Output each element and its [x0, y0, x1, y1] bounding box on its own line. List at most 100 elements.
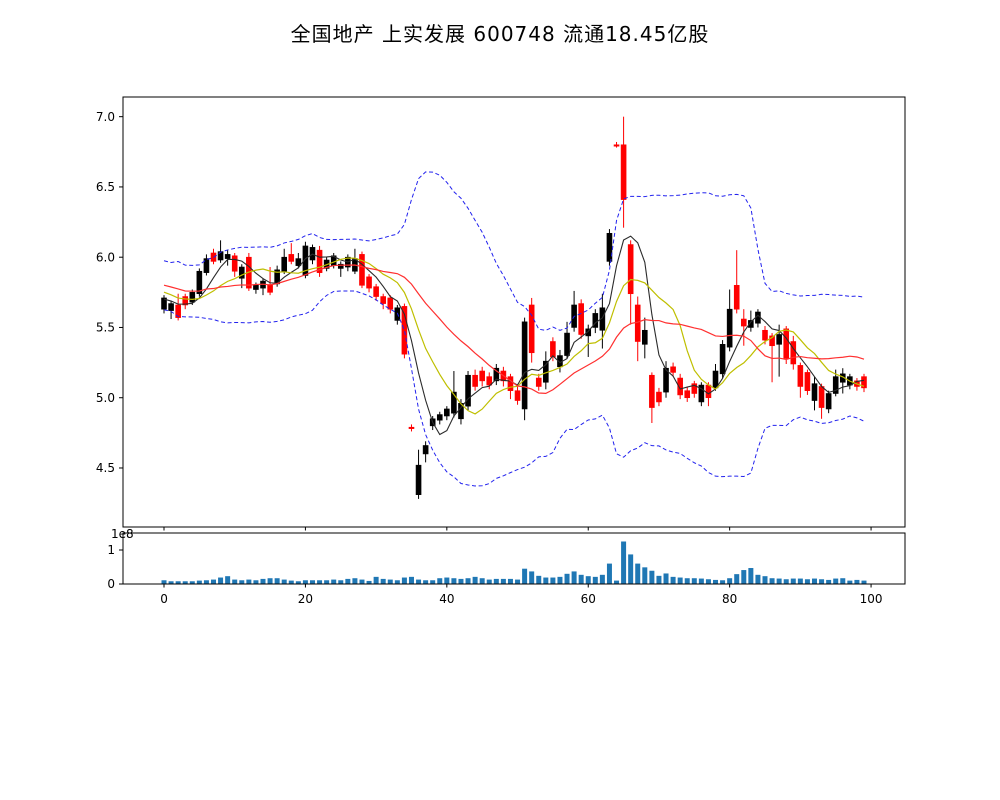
candle-body [776, 334, 782, 345]
volume-bar [182, 581, 188, 584]
candle-body [168, 303, 174, 311]
volume-bar [225, 576, 231, 584]
candle-body [238, 266, 245, 279]
volume-bar [500, 578, 506, 584]
volume-bar [437, 578, 443, 584]
volume-bar [571, 571, 577, 584]
volume-bar [515, 579, 521, 584]
volume-bar [663, 573, 669, 584]
volume-bar [203, 580, 209, 584]
y-tick-label: 7.0 [96, 110, 115, 124]
volume-bar [670, 576, 676, 584]
candle-body [535, 377, 542, 387]
volume-bar [599, 574, 605, 584]
volume-bar [628, 554, 634, 584]
candle-body [825, 393, 832, 410]
candle-body [465, 374, 471, 407]
candle-body [436, 414, 443, 421]
x-tick-label: 60 [581, 592, 596, 606]
candle-body [733, 284, 740, 310]
candle-body [641, 329, 648, 345]
volume-bar [649, 570, 655, 584]
candle-body [472, 374, 478, 387]
axes-frames [122, 96, 906, 585]
candle-body [627, 244, 634, 295]
volume-bar [734, 574, 740, 584]
candle-body [613, 144, 620, 147]
candle-body [267, 284, 273, 293]
volume-bar [536, 575, 542, 584]
x-tick-label: 40 [439, 592, 454, 606]
volume-bar [281, 579, 287, 584]
volume-bar [861, 580, 867, 584]
candle-body [231, 255, 238, 272]
volume-bar [196, 580, 202, 584]
volume-offset-label: 1e8 [111, 527, 134, 541]
y-tick-label: 5.5 [96, 321, 115, 335]
candle-body [698, 384, 705, 403]
candle-body [797, 365, 804, 387]
volume-bar [812, 578, 817, 584]
volume-bar [543, 577, 549, 584]
candle-body [677, 377, 683, 396]
volume-bar [592, 576, 598, 584]
volume-bar [833, 578, 839, 584]
volume-bar [741, 570, 747, 584]
volume-bar [295, 581, 301, 584]
volume-bar [776, 578, 782, 584]
candle-body [175, 304, 181, 318]
candle-body [507, 376, 514, 391]
volume-bar [585, 576, 591, 584]
volume-y-tick-label: 0 [107, 577, 115, 591]
ma-slow-line [163, 264, 865, 394]
volume-bar [691, 578, 697, 584]
volume-y-tick-label: 1 [107, 543, 115, 557]
volume-bar [309, 580, 315, 584]
candle-body [528, 304, 535, 354]
volume-bar [762, 576, 768, 584]
candle-body [762, 329, 768, 341]
candle-body [521, 321, 528, 410]
volume-bar [755, 574, 761, 584]
candle-body [578, 303, 584, 335]
y-tick-label: 6.0 [96, 250, 115, 264]
volume-bar [239, 580, 245, 584]
candle-body [401, 306, 408, 355]
x-tick-label: 20 [298, 592, 313, 606]
volume-bar [748, 568, 754, 584]
candle-body [295, 258, 302, 266]
volume-bar [175, 581, 181, 584]
volume-bar [430, 580, 436, 584]
volume-bar [324, 580, 330, 584]
candle-body [288, 254, 295, 262]
volume-bar [451, 578, 457, 584]
volume-bar [394, 580, 400, 584]
candle-body [804, 372, 811, 391]
candle-body [748, 320, 754, 328]
candle-body [550, 341, 556, 358]
candles [161, 116, 867, 499]
volume-bar [550, 577, 556, 584]
volume-bar [720, 580, 726, 584]
overlay-lines [163, 171, 865, 487]
candle-body [253, 284, 259, 290]
volume-bar [684, 578, 690, 584]
candle-body [182, 296, 189, 306]
volume-bar [345, 578, 351, 584]
x-tick-label: 80 [722, 592, 737, 606]
candle-body [740, 318, 747, 327]
band-lower-line [163, 290, 865, 487]
candle-body [196, 270, 203, 295]
volume-bar [218, 577, 224, 584]
volume-bar [614, 580, 620, 584]
volume-bar [854, 579, 860, 584]
candle-body [189, 292, 196, 303]
volume-bar [359, 579, 365, 584]
candle-body [514, 390, 521, 401]
candle-body [337, 263, 344, 269]
band-upper-line [163, 171, 865, 331]
candle-body [634, 304, 641, 342]
candle-body [818, 386, 825, 408]
volume-y-axis: 01 [107, 543, 123, 591]
